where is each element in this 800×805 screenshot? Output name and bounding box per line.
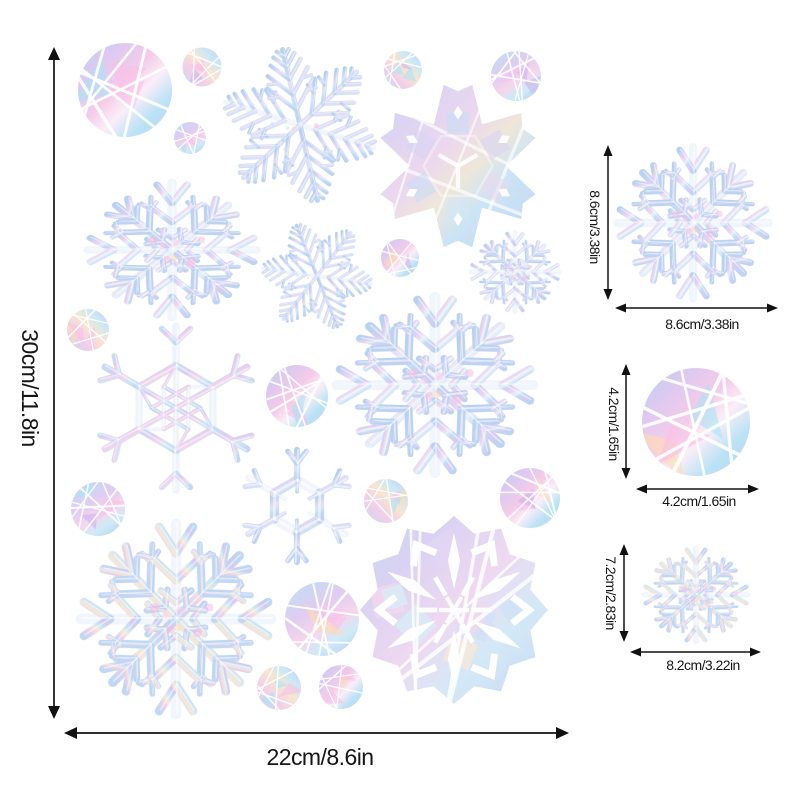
svg-text:4.2cm/1.65in: 4.2cm/1.65in: [606, 387, 622, 461]
svg-text:30cm/11.8in: 30cm/11.8in: [17, 329, 43, 447]
svg-text:7.2cm/2.83in: 7.2cm/2.83in: [603, 556, 619, 630]
svg-text:8.2cm/3.22in: 8.2cm/3.22in: [666, 657, 740, 673]
svg-text:8.6cm/3.38in: 8.6cm/3.38in: [665, 316, 739, 332]
svg-text:8.6cm/3.38in: 8.6cm/3.38in: [587, 190, 603, 264]
svg-text:4.2cm/1.65in: 4.2cm/1.65in: [662, 493, 736, 509]
svg-text:22cm/8.6in: 22cm/8.6in: [266, 744, 373, 770]
